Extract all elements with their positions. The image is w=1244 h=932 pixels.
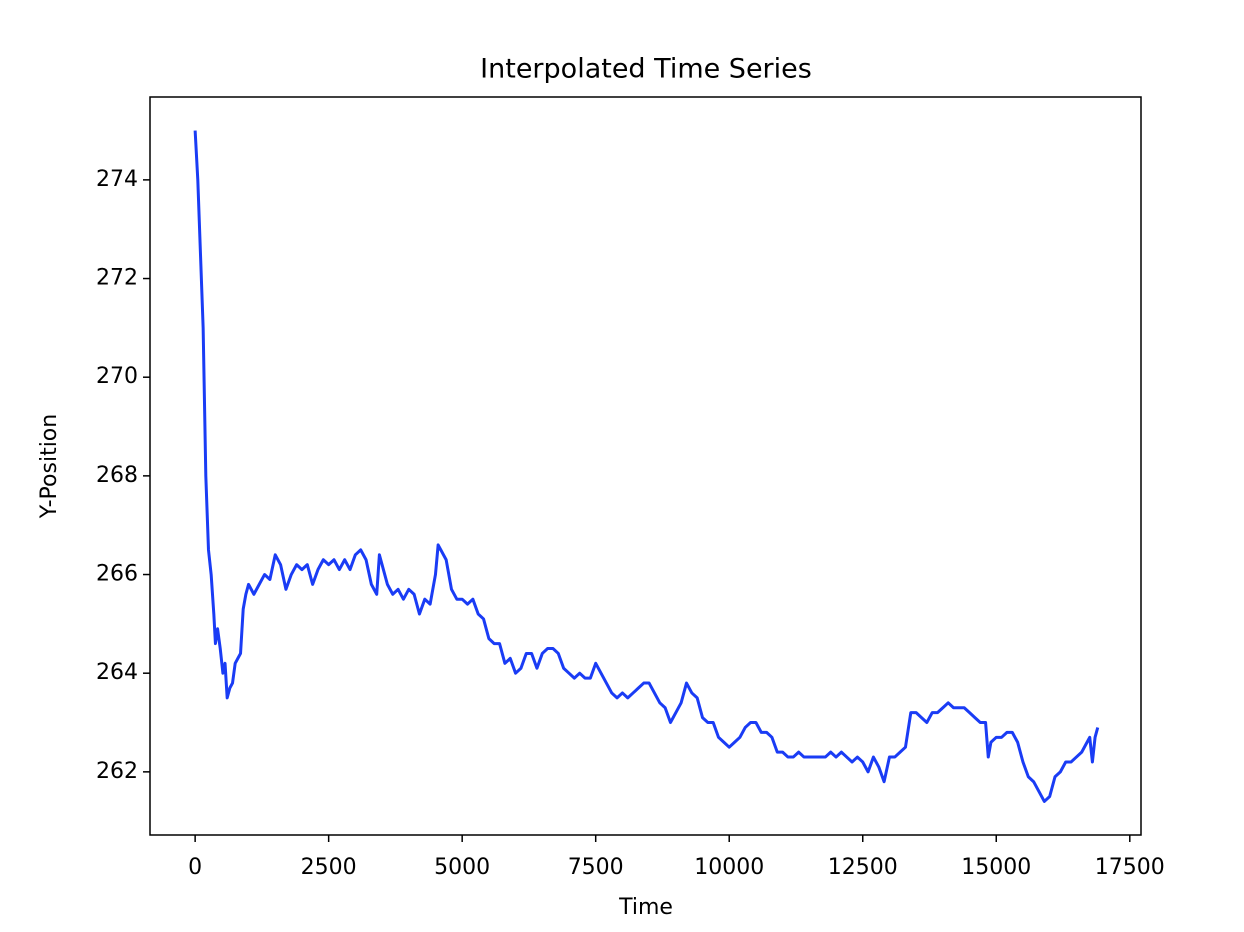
y-axis-label: Y-Position	[37, 414, 62, 519]
y-tick-label: 262	[96, 759, 138, 784]
x-tick-label: 0	[188, 855, 202, 880]
x-tick-label: 2500	[301, 855, 357, 880]
y-tick-label: 272	[96, 266, 138, 291]
x-tick-label: 7500	[568, 855, 624, 880]
x-tick-label: 12500	[828, 855, 898, 880]
x-axis-label: Time	[618, 895, 673, 920]
chart-title: Interpolated Time Series	[480, 54, 812, 85]
data-line	[193, 130, 1100, 803]
y-tick-label: 266	[96, 562, 138, 587]
y-tick-label: 270	[96, 364, 138, 389]
y-tick-label: 268	[96, 463, 138, 488]
y-tick-label: 264	[96, 660, 138, 685]
plot-frame	[149, 96, 1142, 836]
x-tick-label: 15000	[961, 855, 1031, 880]
x-tick-label: 17500	[1095, 855, 1165, 880]
x-tick-label: 5000	[434, 855, 490, 880]
x-tick-label: 10000	[694, 855, 764, 880]
y-tick-label: 274	[96, 167, 138, 192]
